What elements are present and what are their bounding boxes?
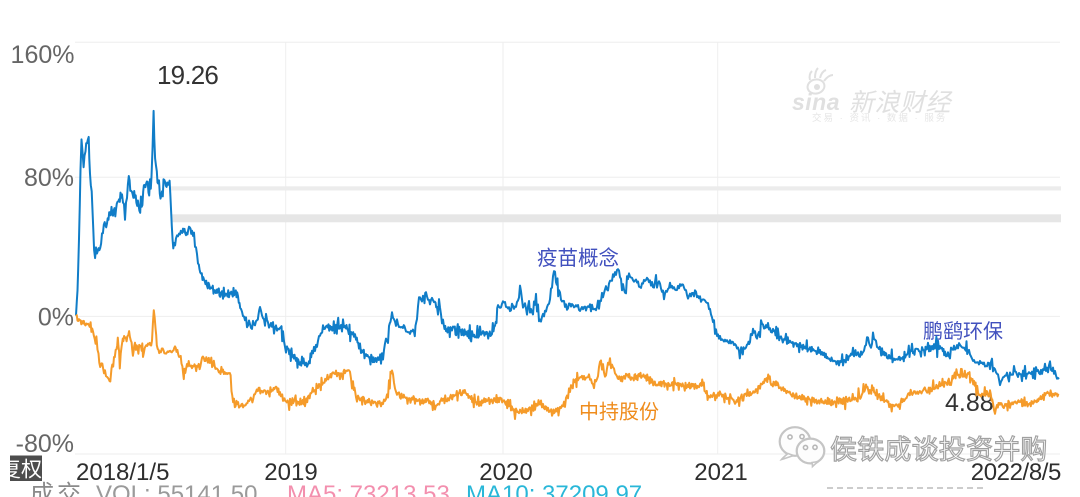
svg-text:成交: 成交 [30,481,84,497]
svg-text:MA10: 37209.97: MA10: 37209.97 [466,481,642,497]
svg-text:复权: 复权 [0,459,42,482]
svg-text:sina: sina [792,89,840,115]
svg-text:侯铁成谈投资并购: 侯铁成谈投资并购 [830,435,1048,465]
svg-text:VOL: 55141.50: VOL: 55141.50 [96,481,257,497]
svg-text:0%: 0% [38,304,74,332]
svg-text:2018/1/5: 2018/1/5 [76,459,169,486]
svg-text:2019: 2019 [264,459,317,486]
svg-text:2021: 2021 [694,459,747,486]
svg-text:中持股份: 中持股份 [579,401,659,424]
svg-text:新浪财经: 新浪财经 [849,89,954,117]
svg-text:交易 · 资讯 · 数据 · 服务: 交易 · 资讯 · 数据 · 服务 [812,112,947,124]
svg-text:80%: 80% [24,164,74,192]
svg-text:2022/8/5: 2022/8/5 [971,459,1061,486]
svg-text:MA5: 73213.53: MA5: 73213.53 [287,481,450,497]
svg-text:160%: 160% [11,41,75,69]
svg-text:-80%: -80% [16,430,74,458]
svg-text:19.26: 19.26 [157,60,218,90]
svg-text:2020: 2020 [479,459,532,486]
svg-text:鹏鹞环保: 鹏鹞环保 [923,320,1003,343]
svg-text:疫苗概念: 疫苗概念 [537,246,619,270]
